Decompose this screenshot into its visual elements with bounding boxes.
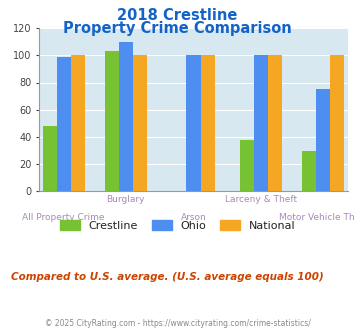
Text: Arson: Arson	[181, 213, 206, 222]
Bar	[316, 89, 330, 191]
Bar	[240, 140, 254, 191]
Bar	[133, 55, 147, 191]
Bar	[201, 55, 215, 191]
Text: © 2025 CityRating.com - https://www.cityrating.com/crime-statistics/: © 2025 CityRating.com - https://www.city…	[45, 319, 310, 328]
Text: 2018 Crestline: 2018 Crestline	[117, 8, 238, 23]
Bar	[186, 55, 201, 191]
Bar	[302, 150, 316, 191]
Bar	[71, 55, 85, 191]
Bar	[254, 55, 268, 191]
Text: Property Crime Comparison: Property Crime Comparison	[63, 21, 292, 36]
Bar	[105, 51, 119, 191]
Bar	[43, 126, 57, 191]
Bar	[330, 55, 344, 191]
Text: Compared to U.S. average. (U.S. average equals 100): Compared to U.S. average. (U.S. average …	[11, 272, 323, 282]
Text: Burglary: Burglary	[106, 195, 145, 204]
Bar	[57, 57, 71, 191]
Bar	[268, 55, 282, 191]
Text: Motor Vehicle Theft: Motor Vehicle Theft	[279, 213, 355, 222]
Legend: Crestline, Ohio, National: Crestline, Ohio, National	[55, 216, 300, 235]
Text: All Property Crime: All Property Crime	[22, 213, 105, 222]
Bar	[119, 42, 133, 191]
Text: Larceny & Theft: Larceny & Theft	[225, 195, 297, 204]
